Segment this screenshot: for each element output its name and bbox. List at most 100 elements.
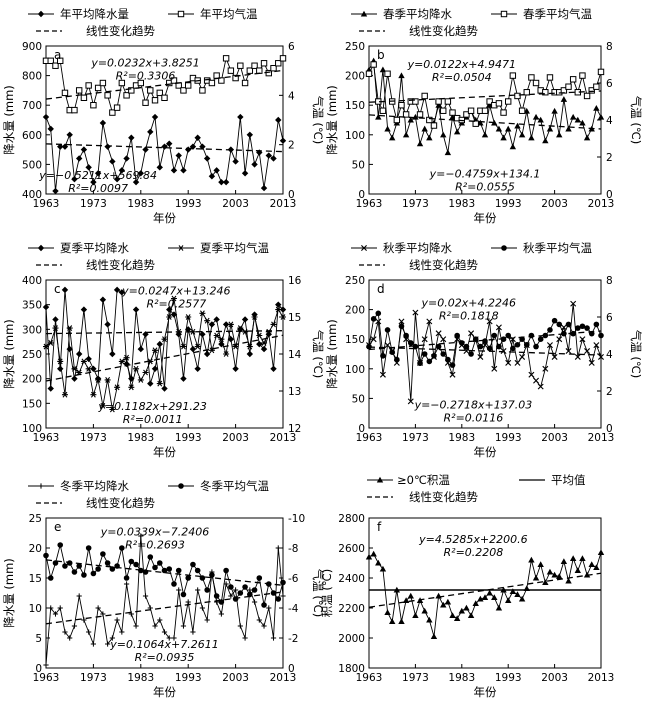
data-point — [203, 155, 211, 162]
legend-label: 线性变化趋势 — [409, 258, 478, 272]
data-point — [579, 555, 586, 562]
trend-r2: R²=0.0504 — [432, 71, 492, 84]
trend-equation: y=0.02x+4.2246 — [421, 296, 516, 309]
data-point — [496, 343, 502, 350]
x-tick-label: 1983 — [448, 432, 475, 444]
legend-swatch-1 — [168, 245, 194, 251]
data-point — [431, 353, 437, 359]
y2-axis-label: 气温 (℃) — [311, 569, 325, 618]
data-point — [52, 62, 59, 69]
data-point — [203, 350, 211, 358]
data-point — [265, 152, 272, 159]
data-point — [194, 365, 201, 372]
data-point — [588, 87, 595, 94]
data-point — [100, 551, 106, 557]
data-point — [569, 113, 577, 120]
data-point — [57, 605, 63, 611]
data-point — [500, 134, 507, 141]
data-point — [90, 102, 97, 109]
y2-tick-label: -10 — [288, 513, 305, 525]
y-tick-label: 200 — [22, 374, 42, 386]
data-point — [444, 149, 452, 156]
data-point — [570, 300, 577, 307]
x-axis: 1963 1973 1983 1993 2003 2013 年份 — [33, 190, 296, 225]
data-point — [185, 314, 192, 320]
legend-label: 平均值 — [551, 473, 586, 487]
data-point — [375, 318, 382, 325]
data-point — [180, 623, 187, 629]
data-point — [137, 79, 145, 87]
x-tick-label: 1973 — [80, 672, 107, 684]
data-point — [523, 89, 530, 96]
data-point — [440, 336, 447, 343]
data-point — [222, 55, 230, 62]
legend-marker — [37, 244, 45, 252]
data-point — [260, 184, 268, 192]
y-tick-label: 1800 — [338, 663, 365, 675]
y-axis: 0 5 10 15 20 25 降水量 (mm) — [2, 513, 50, 675]
data-point — [213, 167, 220, 174]
data-point — [384, 342, 391, 349]
y2-tick-label: -2 — [288, 633, 298, 645]
data-point — [147, 128, 154, 136]
data-point — [500, 109, 507, 116]
x-tick-label: 2003 — [222, 672, 249, 684]
data-point — [449, 371, 456, 378]
data-point — [486, 589, 493, 596]
data-point — [242, 584, 248, 590]
data-point — [237, 113, 244, 121]
data-point — [133, 561, 139, 568]
data-point — [166, 635, 172, 641]
data-point — [256, 67, 263, 74]
data-point — [90, 391, 97, 398]
data-point — [251, 314, 258, 320]
data-point — [440, 107, 447, 114]
data-point — [379, 565, 387, 572]
data-point — [171, 635, 177, 641]
series-1 — [365, 549, 605, 640]
data-point — [246, 350, 254, 358]
data-point — [505, 597, 512, 604]
data-point — [477, 595, 484, 602]
data-point — [394, 356, 400, 363]
data-point — [574, 353, 581, 360]
legend-swatch-1 — [168, 483, 194, 489]
data-point — [180, 343, 187, 350]
data-point — [421, 336, 428, 343]
data-point — [104, 321, 111, 328]
data-point — [509, 588, 517, 595]
data-point — [161, 385, 168, 392]
y-tick-label: 250 — [345, 41, 365, 53]
data-point — [445, 356, 451, 363]
data-point — [260, 345, 268, 353]
data-point — [246, 131, 254, 138]
data-point — [426, 134, 433, 141]
data-point — [467, 612, 475, 619]
data-point — [71, 106, 78, 114]
data-point — [90, 365, 97, 372]
y2-tick-label: 4 — [606, 349, 613, 361]
data-point — [128, 134, 135, 141]
y-axis-label: 降水量 (mm) — [2, 85, 16, 155]
data-point — [152, 347, 159, 354]
x-axis-label: 年份 — [474, 685, 497, 699]
data-point — [232, 74, 239, 82]
y-tick-label: 10 — [29, 603, 42, 615]
data-point — [223, 351, 230, 357]
y-tick-label: 2800 — [338, 513, 365, 525]
data-point — [175, 567, 182, 574]
trend-r2: R²=0.2577 — [146, 297, 206, 310]
data-point — [384, 70, 391, 77]
data-point — [71, 569, 78, 575]
trend-r2: R²=0.3306 — [116, 69, 176, 82]
data-point — [370, 550, 377, 557]
data-point — [133, 623, 139, 629]
data-point — [147, 87, 154, 94]
x-axis: 1963 1973 1983 1993 2003 2013 年份 — [356, 664, 614, 699]
data-point — [76, 593, 82, 599]
data-point — [444, 98, 452, 105]
data-point — [546, 568, 554, 575]
